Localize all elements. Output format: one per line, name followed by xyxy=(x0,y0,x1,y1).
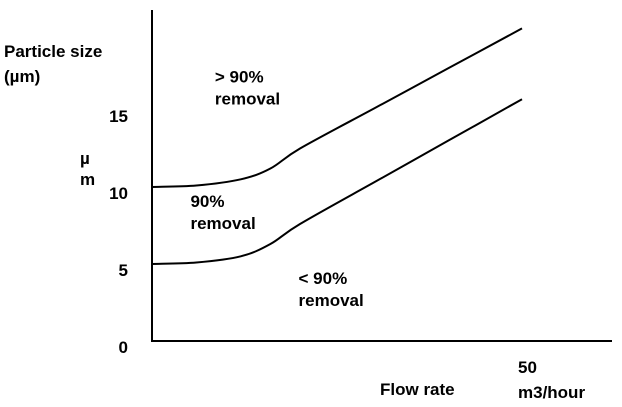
y-tick-label: 15 xyxy=(109,107,128,126)
y-axis-title: Particle size (µm) xyxy=(4,42,102,86)
x-tick-labels: 50 m3/hour xyxy=(518,358,585,402)
y-axis-title-line: Particle size xyxy=(4,42,102,61)
x-tick-label: m3/hour xyxy=(518,383,585,402)
region-annotation-line: removal xyxy=(215,89,280,108)
region-annotations: > 90% removal 90% removal < 90% removal xyxy=(190,67,363,310)
y-tick-label: 5 xyxy=(119,261,128,280)
region-annotation-line: removal xyxy=(190,214,255,233)
y-tick-label: 0 xyxy=(119,338,128,357)
upper-boundary-line xyxy=(151,27,523,188)
region-annotation-line: < 90% xyxy=(299,269,348,288)
chart-axes xyxy=(151,10,612,342)
y-axis-title-line: (µm) xyxy=(4,67,40,86)
y-tick-labels: 0 5 10 15 xyxy=(109,107,128,357)
x-axis-title: Flow rate xyxy=(380,380,455,399)
region-annotation-line: removal xyxy=(299,291,364,310)
region-annotation-line: 90% xyxy=(190,192,224,211)
lower-boundary-line xyxy=(151,98,523,265)
boundary-curves xyxy=(151,27,523,265)
y-axis-unit-char: µ xyxy=(80,149,90,168)
y-axis-unit-stacked: µm xyxy=(80,149,95,189)
x-tick-label: 50 xyxy=(518,358,537,377)
y-tick-label: 10 xyxy=(109,184,128,203)
region-annotation-line: > 90% xyxy=(215,67,264,86)
y-axis-unit-char: m xyxy=(80,170,95,189)
